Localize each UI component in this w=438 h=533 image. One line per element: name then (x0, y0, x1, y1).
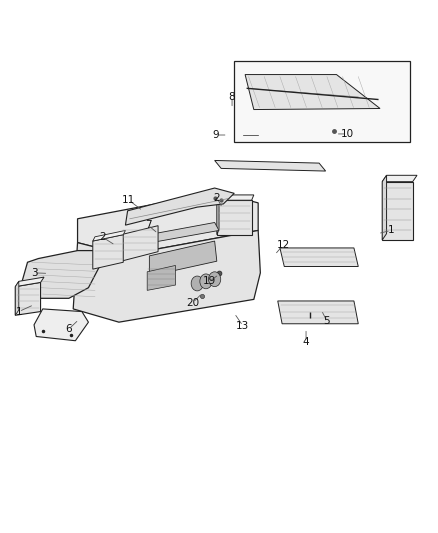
Polygon shape (382, 175, 387, 240)
Text: 20: 20 (186, 297, 199, 308)
Text: 2: 2 (99, 232, 106, 243)
Polygon shape (15, 281, 19, 316)
Polygon shape (147, 265, 176, 290)
Polygon shape (73, 230, 260, 322)
Polygon shape (121, 225, 158, 261)
Polygon shape (382, 182, 413, 240)
Polygon shape (15, 277, 44, 287)
Text: 7: 7 (145, 220, 152, 230)
Text: 19: 19 (203, 276, 216, 286)
Polygon shape (234, 61, 410, 142)
Text: 9: 9 (212, 130, 219, 140)
Polygon shape (34, 309, 88, 341)
Circle shape (200, 274, 212, 289)
Text: 1: 1 (15, 306, 22, 317)
Text: 13: 13 (237, 321, 250, 331)
Polygon shape (215, 160, 325, 171)
Text: 6: 6 (66, 324, 72, 334)
Circle shape (208, 272, 221, 287)
Polygon shape (149, 241, 217, 276)
Text: 5: 5 (324, 316, 330, 326)
Polygon shape (93, 235, 123, 269)
Polygon shape (125, 188, 234, 225)
Text: 1: 1 (388, 225, 394, 236)
Polygon shape (19, 251, 104, 298)
Polygon shape (280, 248, 358, 266)
Polygon shape (134, 222, 219, 245)
Polygon shape (15, 282, 41, 316)
Polygon shape (78, 192, 258, 255)
Text: 12: 12 (276, 240, 290, 251)
Polygon shape (93, 230, 125, 241)
Circle shape (191, 276, 203, 291)
Polygon shape (217, 195, 254, 200)
Text: 2: 2 (213, 192, 220, 203)
Polygon shape (217, 200, 252, 235)
Text: 4: 4 (303, 337, 309, 347)
Polygon shape (278, 301, 358, 324)
Text: 11: 11 (122, 195, 135, 205)
Polygon shape (217, 195, 219, 235)
Text: 8: 8 (229, 92, 235, 102)
Polygon shape (245, 75, 380, 110)
Text: 10: 10 (341, 129, 354, 139)
Text: 3: 3 (31, 268, 37, 278)
Polygon shape (382, 175, 417, 182)
